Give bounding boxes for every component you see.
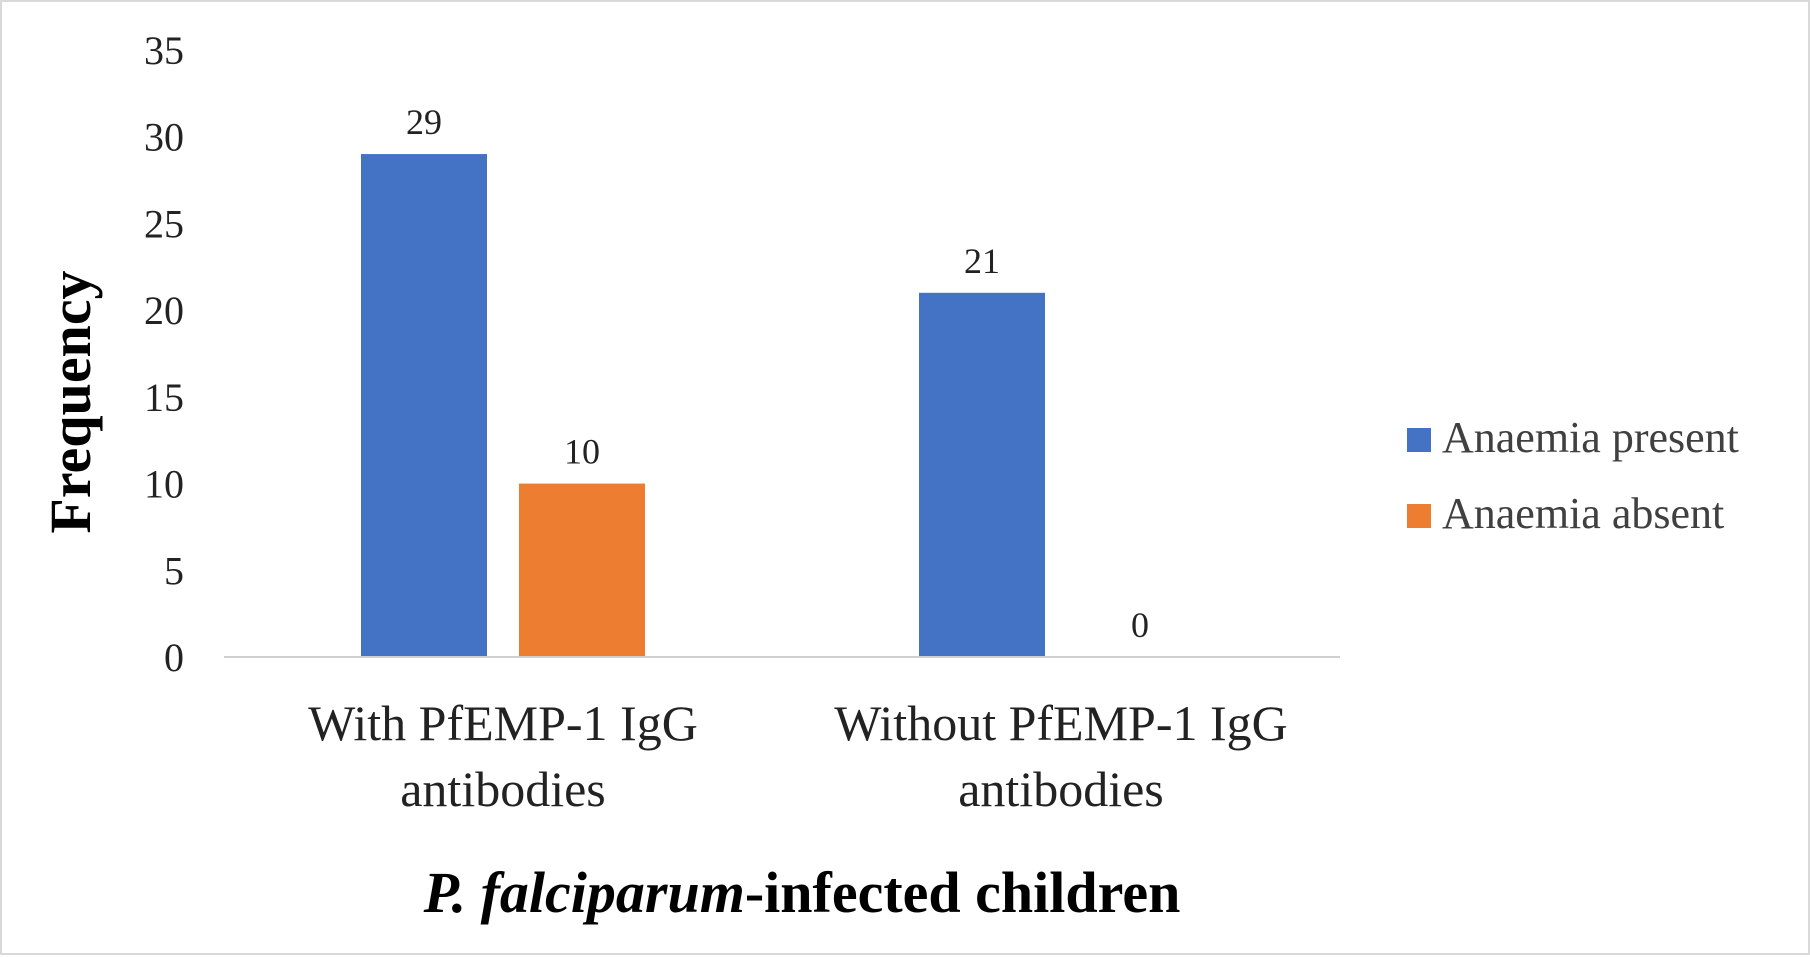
y-tick-label: 0 [164,635,184,680]
y-tick-label: 30 [144,115,184,160]
y-tick-label: 25 [144,201,184,246]
bar [919,292,1045,657]
data-label: 29 [406,102,442,142]
legend-swatch [1407,504,1431,528]
bars [361,154,1045,658]
data-label: 0 [1131,605,1149,645]
x-axis-label-rest: -infected children [745,860,1180,925]
legend-swatch [1407,428,1431,452]
data-label: 21 [964,241,1000,281]
y-tick-label: 20 [144,288,184,333]
category-label: antibodies [400,761,606,817]
x-axis-label-italic: P. falciparum [423,860,745,925]
y-tick-label: 15 [144,375,184,420]
x-axis-label: P. falciparum-infected children [423,860,1181,925]
category-label: antibodies [958,761,1164,817]
category-labels: With PfEMP-1 IgG antibodies Without PfEMP-… [308,695,1288,817]
bar [361,154,487,658]
bar [519,483,645,657]
legend-label: Anaemia absent [1442,489,1724,538]
y-tick-label: 35 [144,28,184,73]
category-label: With PfEMP-1 IgG [308,695,698,751]
category-label: Without PfEMP-1 IgG [834,695,1288,751]
data-labels: 29 10 21 0 [406,102,1149,645]
y-axis-label: Frequency [38,270,103,533]
y-axis-ticks: 0 5 10 15 20 25 30 35 [144,28,184,680]
legend-label: Anaemia present [1442,413,1739,462]
y-tick-label: 10 [144,462,184,507]
legend: Anaemia present Anaemia absent [1407,413,1739,538]
data-label: 10 [564,432,600,472]
y-tick-label: 5 [164,548,184,593]
